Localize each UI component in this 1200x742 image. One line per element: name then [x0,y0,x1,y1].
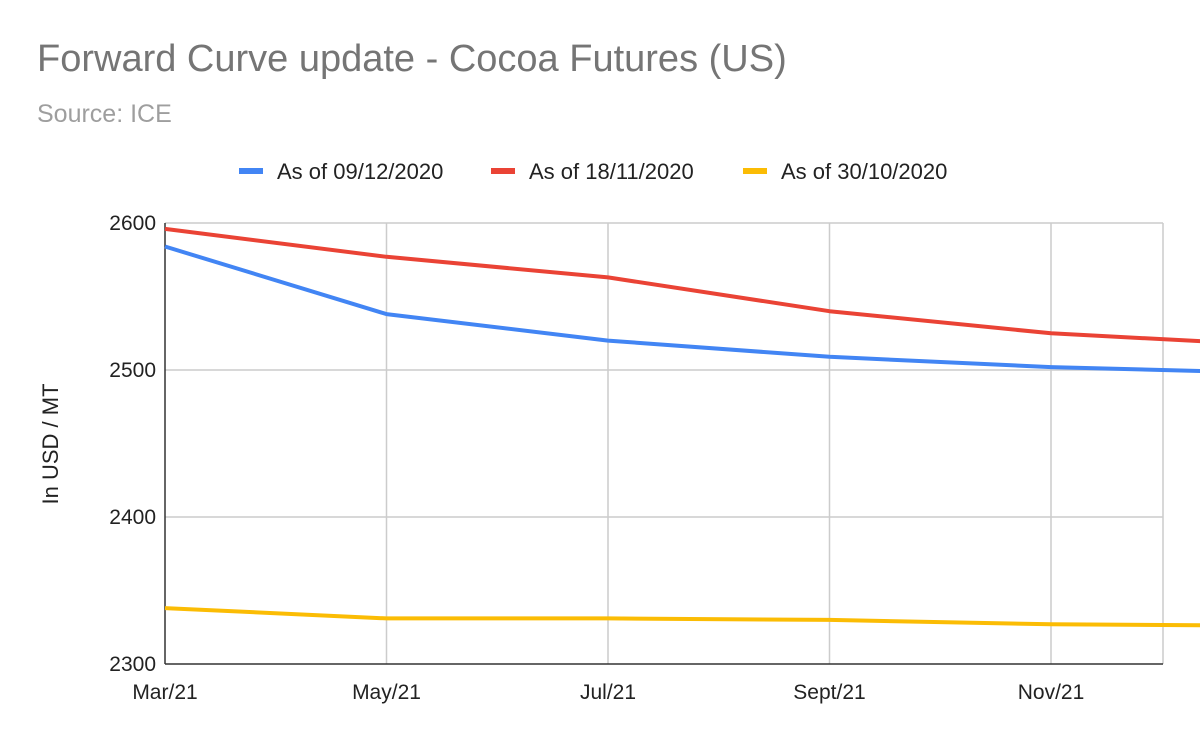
x-tick-label: Sept/21 [793,681,865,704]
y-tick-label: 2300 [109,653,156,676]
x-tick-label: Nov/21 [1018,681,1085,704]
series-layer [164,226,1200,628]
grid-layer [165,222,1164,664]
chart-subtitle: Source: ICE [37,100,172,128]
axis-layer: 2300 2400 2500 2600 Mar/21 May/21 Jul/21 Sept/2… [109,212,1163,704]
chart-title: Forward Curve update - Cocoa Futures (US… [37,38,787,80]
legend-label: As of 09/12/2020 [277,159,443,184]
y-axis-label: In USD / MT [38,383,63,504]
legend-label: As of 30/10/2020 [781,159,947,184]
series-line-3 [164,606,1200,628]
y-tick-label: 2600 [109,212,156,235]
y-tick-label: 2500 [109,359,156,382]
legend: As of 09/12/2020 As of 18/11/2020 As of 30… [239,159,947,184]
x-tick-label: Jul/21 [580,681,636,704]
x-tick-label: May/21 [352,681,421,704]
series-line-1 [164,244,1200,374]
y-tick-label: 2400 [109,506,156,529]
legend-label: As of 18/11/2020 [529,159,694,184]
series-line-2 [164,226,1200,344]
x-tick-label: Mar/21 [132,681,197,704]
